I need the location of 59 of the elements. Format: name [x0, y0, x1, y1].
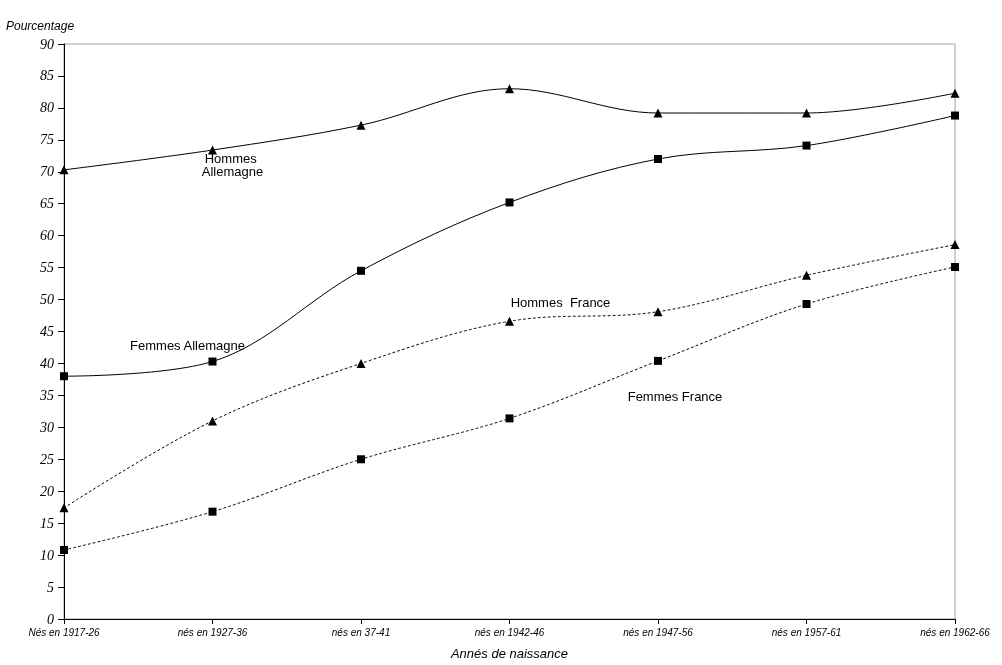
y-tick-label: 45: [40, 324, 54, 339]
point: [505, 84, 514, 94]
point: [802, 270, 811, 280]
point: [505, 316, 514, 326]
x-tick-label: Nés en 1917-26: [28, 626, 101, 638]
point: [208, 145, 217, 155]
point: [802, 141, 811, 150]
x-axis-title: Annés de naissance: [449, 646, 569, 661]
y-tick-label: 25: [40, 451, 54, 467]
point: [654, 155, 662, 163]
point: [505, 414, 514, 423]
y-tick-label: 65: [40, 196, 54, 212]
x-tick-label: nés en 1947-56: [623, 626, 694, 638]
y-tick-label: 0: [47, 611, 54, 627]
y-tick-label: 85: [40, 68, 54, 84]
y-tick-label: 75: [40, 132, 54, 148]
point: [357, 455, 365, 464]
point: [950, 88, 960, 98]
point: [208, 416, 217, 426]
y-tick-label: 15: [40, 515, 54, 531]
y-tick-label: 20: [40, 483, 54, 499]
y-tick-label: 80: [40, 100, 54, 116]
y-tick-label: 5: [47, 579, 54, 595]
y-tick-label: 50: [40, 292, 54, 308]
point: [208, 507, 217, 516]
point: [356, 358, 366, 368]
x-tick-label: nés en 1957-61: [771, 626, 842, 638]
point: [653, 108, 663, 118]
y-tick-label: 10: [40, 547, 54, 563]
series-label: Hommes France: [510, 294, 611, 310]
point: [653, 307, 663, 317]
y-tick-label: 70: [40, 164, 54, 180]
y-tick-label: 55: [40, 260, 54, 276]
point: [802, 300, 811, 309]
point: [60, 546, 68, 554]
point: [59, 503, 69, 513]
point: [951, 262, 959, 271]
point: [356, 120, 366, 130]
y-tick-label: 35: [39, 387, 54, 403]
x-tick-label: nés en 1942-46: [474, 626, 545, 638]
point: [654, 356, 662, 365]
point: [60, 372, 68, 381]
x-tick-label: nés en 37-41: [331, 626, 391, 638]
y-tick-label: 90: [40, 36, 54, 52]
y-tick-label: 40: [40, 355, 54, 371]
point: [357, 266, 365, 275]
series-label: Femmes France: [627, 389, 723, 405]
point: [505, 198, 514, 207]
series-label: Hommes Allemagne: [201, 151, 264, 180]
point: [802, 108, 811, 118]
y-axis-title: Pourcentage: [6, 19, 75, 33]
point: [208, 357, 217, 366]
point: [951, 111, 959, 120]
x-tick-label: nés en 1927-36: [177, 626, 248, 638]
series-label: Femmes Allemagne: [130, 338, 245, 354]
x-tick-label: nés en 1962-66: [920, 626, 991, 638]
y-tick-label: 60: [40, 228, 54, 244]
y-tick-label: 30: [39, 419, 54, 435]
point: [950, 240, 960, 250]
